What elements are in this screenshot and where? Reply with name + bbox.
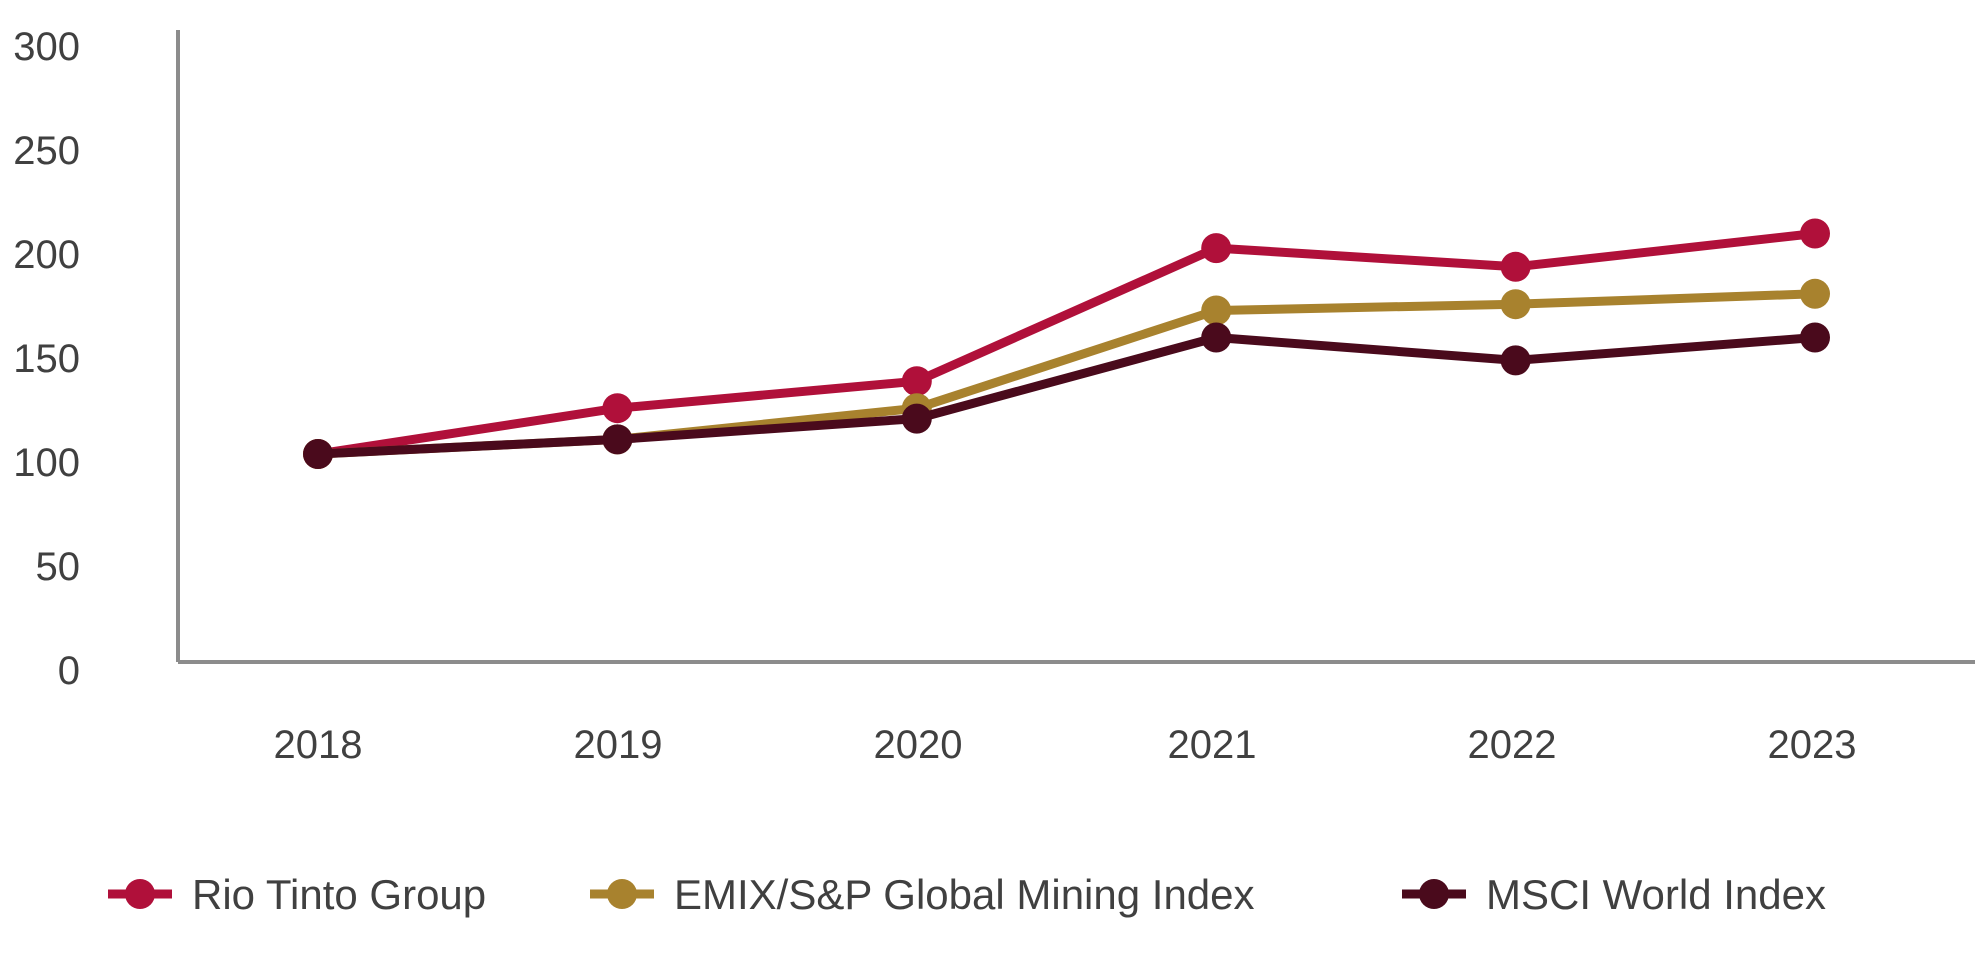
data-point-rio-tinto-group-2020 xyxy=(901,366,932,397)
y-tick-label: 100 xyxy=(13,441,80,485)
legend-label: EMIX/S&P Global Mining Index xyxy=(674,871,1255,918)
data-point-emix-s-p-global-mining-index-2023 xyxy=(1800,278,1830,309)
data-point-rio-tinto-group-2023 xyxy=(1800,218,1830,249)
legend-swatch-marker xyxy=(607,879,637,909)
y-tick-label: 50 xyxy=(36,545,81,589)
legend-item-msci-world-index: MSCI World Index xyxy=(1402,871,1826,918)
data-point-msci-world-index-2018 xyxy=(303,439,333,469)
data-point-emix-s-p-global-mining-index-2021 xyxy=(1201,295,1232,326)
y-tick-label: 300 xyxy=(13,25,80,69)
x-tick-label: 2019 xyxy=(574,723,663,767)
legend-item-emix-sp-global-mining-index: EMIX/S&P Global Mining Index xyxy=(590,871,1255,918)
legend-item-rio-tinto-group: Rio Tinto Group xyxy=(108,871,486,918)
series-msci-world-index xyxy=(303,322,1830,469)
y-axis-labels: 0 50 100 150 200 250 300 xyxy=(13,25,80,693)
legend-swatch-marker xyxy=(125,879,155,909)
x-tick-label: 2018 xyxy=(274,723,363,767)
legend-label: Rio Tinto Group xyxy=(192,871,486,918)
y-tick-label: 250 xyxy=(13,129,80,173)
y-tick-label: 150 xyxy=(13,337,80,381)
series-layer xyxy=(303,218,1830,469)
x-tick-label: 2020 xyxy=(874,723,963,767)
series-line-msci-world-index xyxy=(317,333,1816,459)
x-tick-label: 2023 xyxy=(1768,723,1857,767)
legend-swatch-marker xyxy=(1419,879,1449,909)
data-point-rio-tinto-group-2019 xyxy=(602,393,633,424)
series-line-rio-tinto-group xyxy=(317,229,1816,459)
x-axis-labels: 2018 2019 2020 2021 2022 2023 xyxy=(274,723,1857,767)
data-point-msci-world-index-2020 xyxy=(901,403,932,434)
data-point-rio-tinto-group-2021 xyxy=(1201,233,1232,264)
y-tick-label: 200 xyxy=(13,233,80,277)
x-tick-label: 2022 xyxy=(1468,723,1557,767)
data-point-msci-world-index-2022 xyxy=(1500,345,1531,376)
legend-label: MSCI World Index xyxy=(1486,871,1826,918)
data-point-msci-world-index-2019 xyxy=(602,424,633,455)
data-point-rio-tinto-group-2022 xyxy=(1500,251,1531,282)
y-tick-label: 0 xyxy=(58,649,80,693)
data-point-msci-world-index-2023 xyxy=(1800,322,1830,353)
data-point-emix-s-p-global-mining-index-2022 xyxy=(1500,289,1531,320)
legend: Rio Tinto Group EMIX/S&P Global Mining I… xyxy=(108,871,1826,918)
x-tick-label: 2021 xyxy=(1168,723,1257,767)
data-point-msci-world-index-2021 xyxy=(1201,322,1232,353)
series-rio-tinto-group xyxy=(303,218,1830,469)
